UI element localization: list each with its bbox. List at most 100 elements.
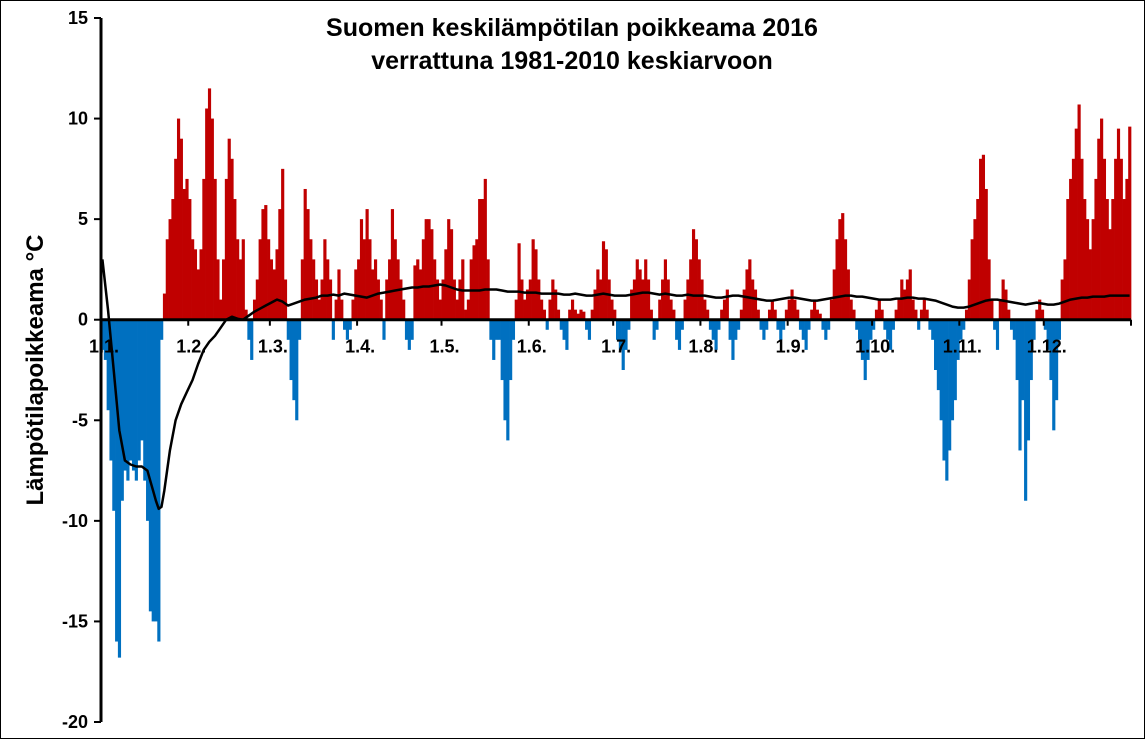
data-bar [123, 319, 127, 471]
data-bar [835, 239, 839, 320]
data-bar [320, 279, 324, 320]
data-bar [934, 319, 938, 370]
data-bar [877, 299, 881, 320]
data-bar [697, 259, 701, 320]
data-bar [109, 319, 113, 461]
data-bar [1119, 158, 1123, 320]
data-bar [582, 311, 586, 320]
data-bar [207, 88, 212, 320]
data-bar [503, 319, 507, 421]
data-bar [193, 249, 198, 320]
data-bar [689, 259, 693, 320]
x-tick-label: 1.9. [776, 337, 806, 357]
data-bar [540, 299, 544, 320]
data-bar [213, 178, 217, 320]
data-bar [976, 199, 980, 320]
data-bar [686, 279, 690, 320]
data-bar [782, 319, 786, 330]
data-bar [1088, 249, 1092, 320]
data-bar [314, 279, 319, 320]
data-bar [191, 239, 195, 320]
data-bar [219, 299, 223, 320]
data-bar [700, 279, 704, 320]
data-bar [514, 299, 518, 320]
data-bar [990, 299, 994, 320]
data-bar [576, 313, 580, 320]
data-bar [267, 239, 271, 320]
data-bar [883, 319, 887, 330]
data-bar [570, 299, 575, 320]
data-bar [1052, 319, 1056, 431]
data-bar [590, 309, 594, 320]
data-bar [776, 319, 780, 330]
data-bar [810, 309, 814, 320]
data-bar [407, 319, 411, 350]
data-bar [120, 319, 124, 501]
data-bar [399, 279, 403, 320]
data-bar [663, 259, 667, 320]
data-bar [385, 279, 389, 320]
y-tick-label: 0 [78, 310, 88, 330]
data-bar [610, 299, 614, 320]
data-bar [722, 299, 727, 320]
data-bar [492, 319, 496, 360]
data-bar [1004, 289, 1008, 320]
data-bar [230, 158, 234, 320]
data-bar [874, 309, 879, 320]
data-bar [351, 299, 355, 320]
data-bar [216, 259, 220, 320]
data-bar [464, 309, 468, 320]
data-bar [340, 299, 344, 320]
data-bar [196, 269, 200, 320]
bars-layer [101, 88, 1132, 658]
data-bar [413, 265, 417, 320]
data-bar [447, 219, 451, 320]
data-bar [551, 279, 555, 320]
data-bar [748, 259, 752, 320]
data-bar [807, 319, 811, 330]
data-bar [117, 319, 122, 658]
data-bar [556, 309, 561, 320]
data-bar [959, 319, 963, 340]
data-bar [616, 319, 620, 340]
x-tick-label: 1.1. [89, 337, 119, 357]
data-bar [886, 319, 890, 340]
x-tick-label: 1.7. [601, 337, 631, 357]
data-bar [1038, 299, 1042, 320]
data-bar [433, 259, 437, 320]
data-bar [911, 299, 915, 320]
data-bar [796, 309, 800, 320]
data-bar [948, 319, 952, 451]
data-bar [258, 239, 262, 320]
data-bar [753, 289, 758, 320]
data-bar [317, 299, 321, 320]
data-bar [767, 309, 772, 320]
data-bar [373, 259, 378, 320]
data-bar [967, 279, 971, 320]
data-bar [784, 309, 789, 320]
data-bar [283, 279, 288, 320]
data-bar [1122, 199, 1126, 320]
y-tick-label: -10 [62, 511, 88, 531]
data-bar [359, 219, 364, 320]
data-bar [630, 289, 634, 320]
data-bar [393, 239, 397, 320]
data-bar [804, 319, 808, 350]
data-bar [542, 309, 546, 320]
data-bar [292, 319, 296, 401]
data-bar [669, 299, 673, 320]
data-bar [818, 313, 822, 320]
data-bar [872, 319, 876, 330]
data-bar [919, 309, 924, 320]
data-bar [255, 279, 259, 320]
data-bar [922, 299, 926, 320]
data-bar [1029, 319, 1033, 381]
data-bar [171, 199, 175, 320]
data-bar [573, 309, 577, 320]
data-bar [1012, 319, 1016, 340]
data-bar [1100, 118, 1104, 320]
data-bar [970, 239, 974, 320]
data-bar [739, 309, 743, 320]
data-bar [176, 118, 181, 320]
data-bar [945, 319, 949, 481]
